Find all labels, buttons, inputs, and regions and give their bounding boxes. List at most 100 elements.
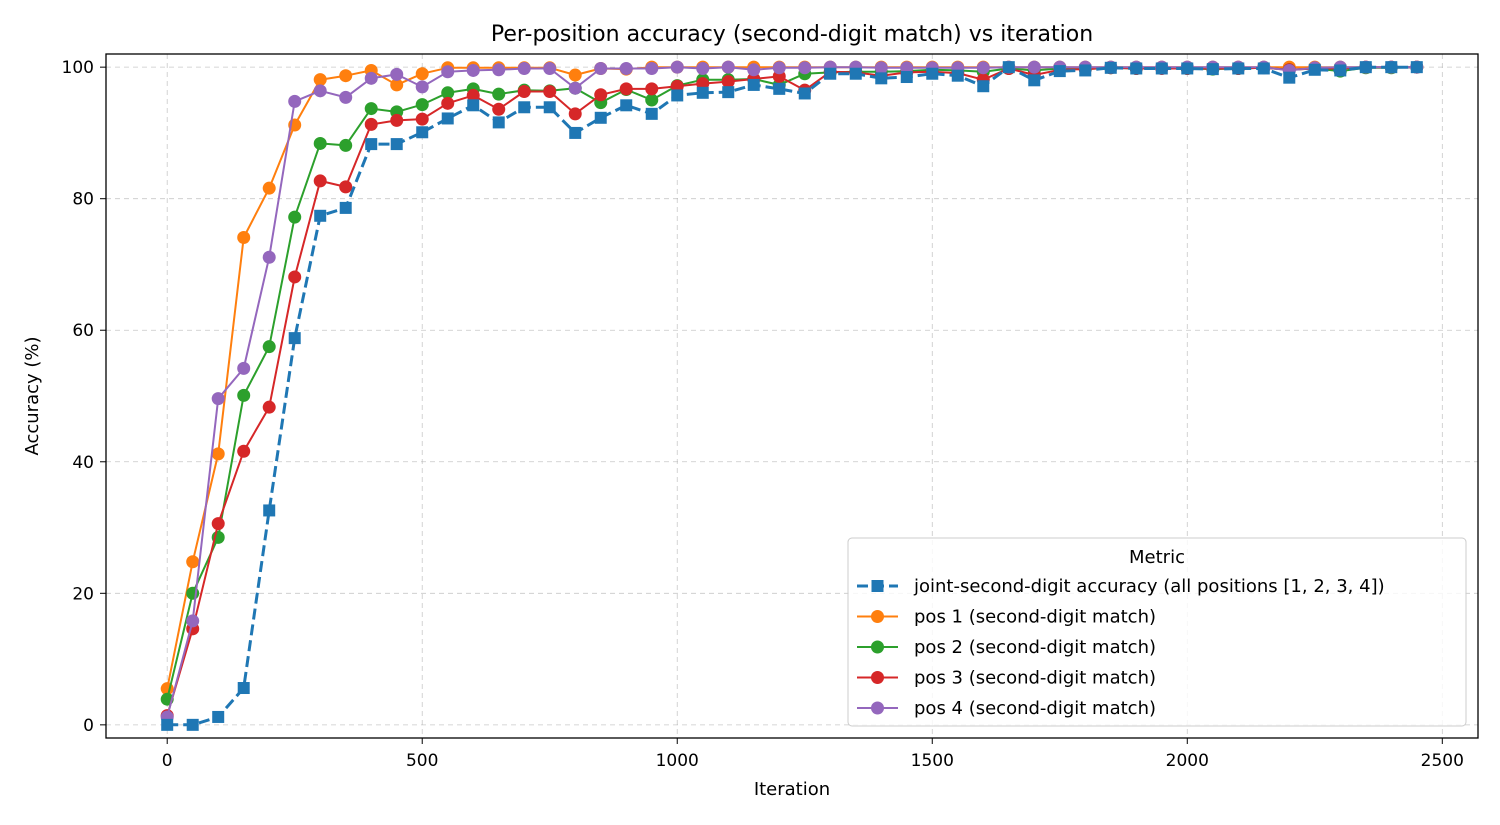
data-point [211,392,225,406]
data-point [390,78,404,92]
data-point [415,80,429,94]
data-point [1002,61,1015,74]
data-point [441,86,455,100]
data-point [1359,61,1372,74]
data-point [976,61,990,75]
data-point [263,504,276,517]
data-point [262,340,276,354]
legend: Metric joint-second-digit accuracy (all … [847,537,1467,727]
data-point [313,73,327,87]
data-point [747,63,761,77]
data-point [339,138,353,152]
data-point [645,61,659,75]
data-point [339,90,353,104]
data-point [237,682,250,695]
legend-entry: pos 2 (second-digit match) [914,637,1156,658]
data-point [237,361,251,375]
data-point [1385,61,1398,74]
data-point [849,67,862,80]
data-point [339,201,352,214]
data-point [237,388,251,402]
data-point [288,94,302,108]
data-point [237,444,251,458]
data-point [1028,74,1041,87]
data-point [619,82,633,96]
data-point [211,517,225,531]
data-point [747,78,760,91]
data-point [415,67,429,81]
data-point [594,111,607,124]
data-point [645,82,659,96]
data-point [1079,64,1092,77]
data-point [288,332,301,345]
data-point [186,555,200,569]
data-point [492,116,505,129]
data-point [212,710,225,723]
data-point [1334,64,1347,77]
data-point [977,80,990,93]
legend-entry: pos 1 (second-digit match) [914,607,1156,628]
legend-title: Metric [1129,547,1185,568]
data-point [773,82,786,95]
data-point [951,69,964,82]
y-tick-label: 20 [72,584,94,604]
data-point [926,67,939,80]
data-point [772,61,786,75]
data-point [1130,62,1143,75]
data-point [721,75,735,89]
data-point [364,117,378,131]
data-point [339,69,353,83]
data-point [798,87,811,100]
y-axis-label: Accuracy (%) [22,336,43,455]
y-tick-label: 0 [83,716,94,736]
data-point [441,65,455,79]
data-point [288,210,302,224]
plot-area [160,60,1424,731]
data-point [594,88,608,102]
data-point [390,113,404,127]
data-point [722,86,735,99]
data-point [467,99,480,112]
x-axis-label: Iteration [754,779,830,800]
data-point [568,81,582,95]
data-point [721,60,735,74]
data-point [874,61,888,75]
x-tick-label: 1500 [911,751,954,771]
data-point [1410,61,1423,74]
data-point [594,61,608,75]
legend-entry: pos 4 (second-digit match) [914,698,1156,719]
data-point [211,447,225,461]
data-point [1283,71,1296,84]
data-point [288,270,302,284]
data-point [441,96,455,110]
data-point [364,71,378,85]
data-point [1053,65,1066,78]
legend-box [847,537,1467,727]
data-point [313,84,327,98]
legend-entry: pos 3 (second-digit match) [914,668,1156,689]
data-point [569,126,582,139]
x-tick-label: 1000 [656,751,699,771]
data-point [186,718,199,731]
x-tick-label: 2000 [1166,751,1209,771]
x-tick-label: 0 [162,751,173,771]
data-point [517,61,531,75]
data-point [875,72,888,85]
data-point [1206,63,1219,76]
data-point [365,138,378,151]
data-point [568,68,582,82]
data-point [798,61,812,75]
data-point [416,126,429,139]
data-point [645,93,659,107]
data-point [492,87,506,101]
data-point [441,112,454,125]
data-point [1027,60,1041,74]
data-point [824,67,837,80]
data-point [1308,63,1321,76]
legend-marker [871,640,884,654]
data-point [492,63,506,77]
data-point [670,60,684,74]
x-tick-label: 500 [406,751,438,771]
data-point [415,98,429,112]
